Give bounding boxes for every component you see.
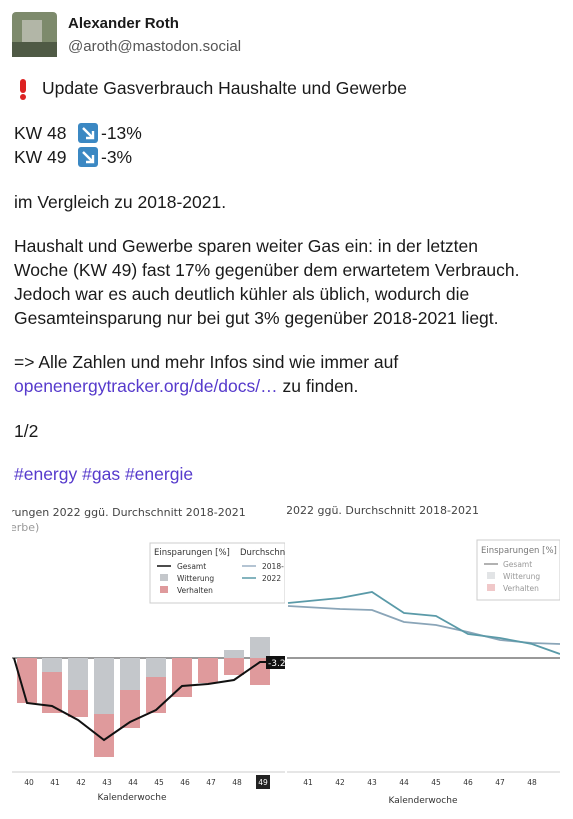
week: KW 48	[14, 123, 67, 143]
x-tick-label: 42	[76, 778, 86, 787]
x-tick-label: 41	[303, 778, 313, 787]
paragraph-line: Haushalt und Gewerbe sparen weiter Gas e…	[14, 236, 479, 256]
paragraph-line: Gesamteinsparung nur bei gut 3% gegenübe…	[14, 308, 499, 328]
flag-label: -3.2	[268, 659, 285, 669]
info-suffix: zu finden.	[282, 376, 359, 396]
change: -3%	[101, 147, 133, 167]
legend-label: Witterung	[503, 572, 540, 581]
counter: 1/2	[14, 421, 39, 441]
legend-label: Witterung	[177, 574, 214, 583]
legend-title: Einsparungen [%]	[481, 546, 557, 556]
hashtags: #energy #gas #energie	[14, 463, 193, 485]
x-tick-label: 44	[128, 778, 138, 787]
image-subtitle: erbe)	[12, 521, 39, 534]
legend-label: 2022	[262, 574, 281, 583]
x-axis-label: Kalenderwoche	[388, 796, 457, 806]
legend-label: 2018-	[262, 562, 284, 571]
headline: Update Gasverbrauch Haushalte und Gewerb…	[42, 78, 407, 98]
x-tick-label: 44	[399, 778, 409, 787]
hashtag[interactable]: #energie	[124, 464, 194, 484]
chart-image-right[interactable]: 2022 ggü. Durchschnitt 2018-2021 Einspar…	[287, 497, 560, 813]
paragraph-line: Jedoch war es auch deutlich kühler als ü…	[14, 284, 470, 304]
week: KW 49	[14, 147, 67, 167]
legend-title: Durchschn	[240, 548, 285, 558]
chart-image-left[interactable]: rungen 2022 ggü. Durchschnitt 2018-2021 …	[12, 497, 285, 813]
x-tick-label: 43	[367, 778, 377, 787]
info-line: openenergytracker.org/de/docs/… zu finde…	[14, 375, 358, 397]
legend-label: Gesamt	[503, 560, 532, 569]
x-tick-label: 46	[180, 778, 190, 787]
x-tick-label: 48	[232, 778, 242, 787]
x-tick-label: 48	[527, 778, 537, 787]
legend-label: Gesamt	[177, 562, 206, 571]
image-title: 2022 ggü. Durchschnitt 2018-2021	[287, 504, 479, 517]
legend-label: Verhalten	[503, 584, 539, 593]
x-tick-label: 42	[335, 778, 345, 787]
paragraph-line: Woche (KW 49) fast 17% gegenüber dem erw…	[14, 260, 520, 280]
arrow-icon	[78, 147, 98, 167]
x-tick-label: 47	[495, 778, 505, 787]
x-tick-label: 45	[431, 778, 441, 787]
hashtag[interactable]: #energy	[14, 464, 78, 484]
link[interactable]: openenergytracker.org/de/docs/…	[14, 376, 278, 396]
x-tick-label: 46	[463, 778, 473, 787]
x-tick-label: 40	[24, 778, 34, 787]
legend-label: Verhalten	[177, 586, 213, 595]
hashtag[interactable]: #gas	[82, 464, 121, 484]
tick-highlight	[256, 775, 270, 789]
arrow-icon	[78, 123, 98, 143]
legend-title: Einsparungen [%]	[154, 548, 230, 558]
x-tick-label: 41	[50, 778, 60, 787]
change: -13%	[101, 123, 142, 143]
x-tick-label: 49	[258, 778, 268, 787]
author-handle[interactable]: @aroth@mastodon.social	[68, 38, 242, 55]
x-axis-label: Kalenderwoche	[97, 793, 166, 803]
author-name[interactable]: Alexander Roth	[68, 15, 179, 32]
comparison: im Vergleich zu 2018-2021.	[14, 192, 227, 212]
x-tick-label: 43	[102, 778, 112, 787]
exclamation-icon	[20, 79, 26, 100]
avatar[interactable]	[12, 12, 57, 57]
image-title: rungen 2022 ggü. Durchschnitt 2018-2021	[12, 506, 246, 519]
x-tick-label: 45	[154, 778, 164, 787]
info-text: => Alle Zahlen und mehr Infos sind wie i…	[14, 352, 399, 372]
x-tick-label: 47	[206, 778, 216, 787]
